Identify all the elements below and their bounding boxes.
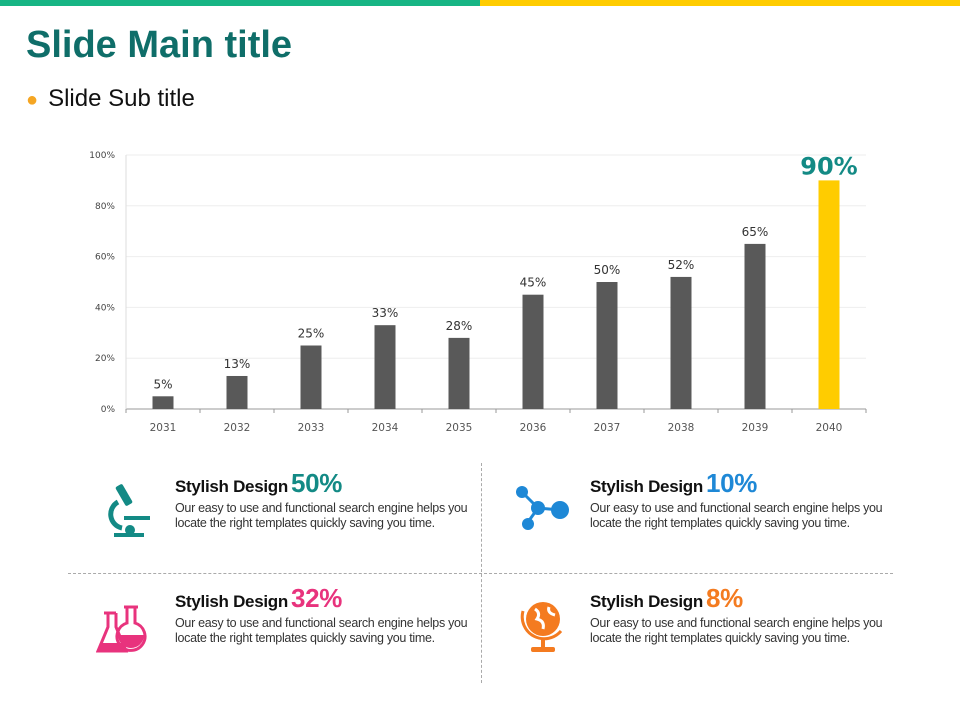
feature-title-text: Stylish Design — [175, 592, 288, 611]
data-label: 90% — [800, 152, 857, 180]
bar-2035 — [448, 337, 470, 409]
x-tick-label: 2038 — [668, 422, 695, 434]
feature-item: Stylish Design 10% Our easy to use and fun… — [590, 468, 890, 531]
bar-2040 — [818, 180, 840, 409]
y-tick-label: 40% — [95, 303, 115, 313]
data-label: 13% — [224, 357, 251, 371]
feature-title-text: Stylish Design — [175, 477, 288, 496]
feature-title-text: Stylish Design — [590, 592, 703, 611]
bar-2031 — [152, 396, 174, 409]
feature-percent: 10% — [705, 468, 758, 498]
molecule-icon — [510, 478, 570, 538]
globe-icon — [515, 595, 575, 655]
data-label: 65% — [742, 225, 769, 239]
x-tick-label: 2036 — [520, 422, 547, 434]
feature-description: Our easy to use and functional search en… — [175, 501, 468, 530]
x-tick-label: 2037 — [594, 422, 621, 434]
top-accent-green — [0, 0, 480, 6]
feature-description: Our easy to use and functional search en… — [590, 501, 883, 530]
data-label: 5% — [153, 377, 172, 391]
feature-percent: 8% — [705, 583, 743, 613]
divider-horizontal — [68, 573, 893, 574]
data-label: 50% — [594, 263, 621, 277]
flasks-icon — [95, 603, 156, 663]
x-tick-label: 2039 — [742, 422, 769, 434]
bar-2032 — [226, 375, 248, 409]
bar-2034 — [374, 325, 396, 409]
microscope-icon — [100, 478, 160, 538]
bar-2033 — [300, 345, 322, 409]
x-tick-label: 2031 — [150, 422, 177, 434]
data-label: 25% — [298, 327, 325, 341]
y-tick-label: 20% — [95, 354, 115, 364]
top-accent-yellow — [480, 0, 960, 6]
y-tick-label: 100% — [89, 151, 115, 161]
bar-2038 — [670, 276, 692, 409]
y-tick-label: 60% — [95, 253, 115, 263]
feature-title: Stylish Design 10% — [590, 468, 890, 499]
feature-title: Stylish Design 8% — [590, 583, 890, 614]
data-label: 33% — [372, 306, 399, 320]
bar-chart: 0% 20% 40% 60% 80% 100% 5% 2031 13% 2032 25% 2033 33… — [89, 151, 867, 434]
bar-2036 — [522, 294, 544, 409]
data-label: 28% — [446, 319, 473, 333]
y-tick-label: 80% — [95, 202, 115, 212]
x-tick-label: 2034 — [372, 422, 399, 434]
x-tick-label: 2032 — [224, 422, 251, 434]
x-tick-label: 2035 — [446, 422, 473, 434]
data-label: 45% — [520, 276, 547, 290]
subtitle-text: Slide Sub title — [48, 85, 195, 112]
data-label: 52% — [668, 258, 695, 272]
feature-percent: 50% — [290, 468, 343, 498]
feature-item: Stylish Design 8% Our easy to use and func… — [590, 583, 890, 646]
feature-title: Stylish Design 50% — [175, 468, 475, 499]
x-tick-label: 2033 — [298, 422, 325, 434]
feature-item: Stylish Design 32% Our easy to use and fun… — [175, 583, 475, 646]
divider-vertical — [481, 463, 482, 683]
feature-description: Our easy to use and functional search en… — [590, 616, 883, 645]
feature-title: Stylish Design 32% — [175, 583, 475, 614]
x-tick-label: 2040 — [816, 422, 843, 434]
feature-description: Our easy to use and functional search en… — [175, 616, 468, 645]
slide-title: Slide Main title — [26, 24, 293, 66]
feature-item: Stylish Design 50% Our easy to use and fun… — [175, 468, 475, 531]
bar-2039 — [744, 243, 766, 409]
bar-2037 — [596, 282, 618, 409]
bullet-icon: ● — [26, 89, 39, 111]
slide-subtitle: ● Slide Sub title — [26, 85, 195, 113]
y-tick-label: 0% — [101, 405, 116, 415]
feature-percent: 32% — [290, 583, 343, 613]
feature-title-text: Stylish Design — [590, 477, 703, 496]
